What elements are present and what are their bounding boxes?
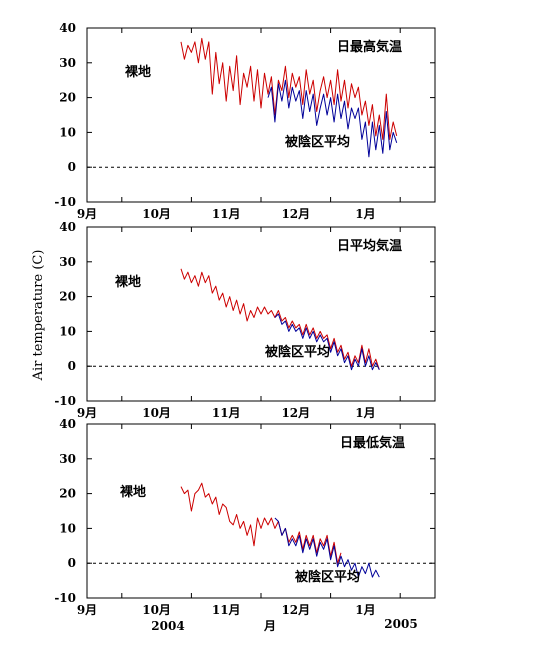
month-axis-label: 月 xyxy=(263,619,276,633)
x-tick-label: 1月 xyxy=(355,207,375,221)
series-line-bare xyxy=(180,268,380,370)
y-tick-label: -10 xyxy=(54,195,76,209)
y-tick-label: 10 xyxy=(59,521,76,535)
x-tick-label: 11月 xyxy=(212,207,241,221)
y-tick-label: 10 xyxy=(59,324,76,338)
x-tick-label: 11月 xyxy=(212,406,241,420)
x-tick-label: 11月 xyxy=(212,603,241,617)
y-tick-label: 0 xyxy=(68,359,76,373)
series-line-shaded xyxy=(274,517,380,578)
y-tick-label: 30 xyxy=(59,255,76,269)
x-tick-label: 12月 xyxy=(281,207,310,221)
y-tick-label: 30 xyxy=(59,452,76,466)
annotation-shaded: 被陰区平均 xyxy=(284,134,350,150)
x-tick-label: 9月 xyxy=(77,207,97,221)
panel-title: 日平均気温 xyxy=(337,238,402,254)
y-tick-label: 20 xyxy=(59,91,76,105)
y-tick-label: 40 xyxy=(59,220,76,234)
series-line-shaded xyxy=(267,79,398,158)
x-tick-label: 1月 xyxy=(355,603,375,617)
annotation-shaded: 被陰区平均 xyxy=(264,344,330,360)
series-line-shaded xyxy=(274,313,380,371)
annotation-bare: 裸地 xyxy=(120,484,146,500)
y-tick-label: 30 xyxy=(59,56,76,70)
x-tick-label: 10月 xyxy=(142,207,171,221)
y-tick-label: 0 xyxy=(68,556,76,570)
y-tick-label: 40 xyxy=(59,21,76,35)
series-line-bare xyxy=(180,37,398,140)
year-label-left: 2004 xyxy=(151,619,184,633)
series-line-bare xyxy=(180,482,342,564)
x-tick-label: 12月 xyxy=(281,406,310,420)
annotation-bare: 裸地 xyxy=(125,64,151,80)
y-tick-label: -10 xyxy=(54,591,76,605)
x-tick-label: 12月 xyxy=(281,603,310,617)
y-tick-label: 0 xyxy=(68,160,76,174)
year-label-right: 2005 xyxy=(384,617,417,631)
panel-title: 日最低気温 xyxy=(340,435,405,451)
x-tick-label: 10月 xyxy=(142,603,171,617)
y-tick-label: -10 xyxy=(54,394,76,408)
panel-title: 日最高気温 xyxy=(337,39,402,55)
y-tick-label: 20 xyxy=(59,290,76,304)
x-tick-label: 10月 xyxy=(142,406,171,420)
annotation-bare: 裸地 xyxy=(115,274,141,290)
y-axis-label: Air temperature (C) xyxy=(31,250,46,382)
annotation-shaded: 被陰区平均 xyxy=(294,569,360,585)
x-tick-label: 9月 xyxy=(77,406,97,420)
x-tick-label: 9月 xyxy=(77,603,97,617)
y-tick-label: 40 xyxy=(59,417,76,431)
y-tick-label: 10 xyxy=(59,125,76,139)
y-tick-label: 20 xyxy=(59,487,76,501)
x-tick-label: 1月 xyxy=(355,406,375,420)
